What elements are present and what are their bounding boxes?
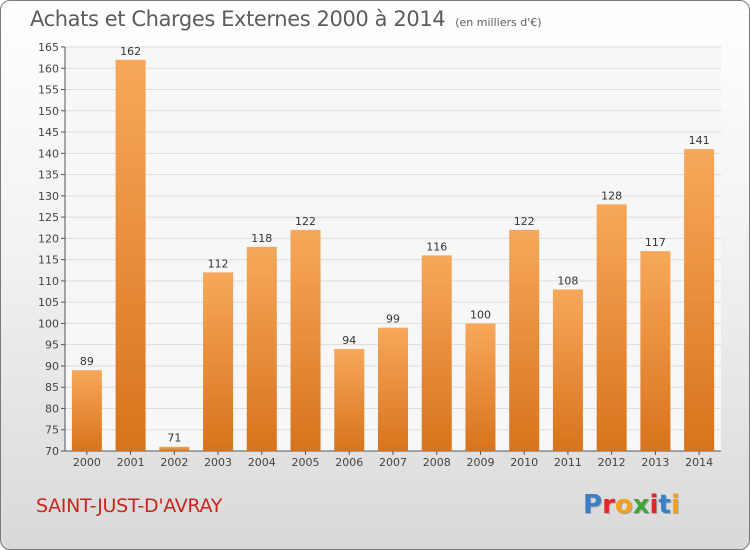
- y-tick-label: 160: [38, 62, 59, 75]
- bar: [509, 229, 540, 451]
- y-tick-label: 155: [38, 84, 59, 97]
- y-tick-label: 140: [38, 147, 59, 160]
- y-tick-label: 75: [45, 424, 59, 437]
- bar: [203, 272, 234, 451]
- x-tick-label: 2004: [248, 456, 276, 469]
- x-tick-label: 2010: [510, 456, 538, 469]
- x-tick-label: 2003: [204, 456, 232, 469]
- x-tick-label: 2002: [160, 456, 188, 469]
- y-tick-label: 80: [45, 402, 59, 415]
- y-tick-label: 90: [45, 360, 59, 373]
- bar-value-label: 94: [342, 334, 356, 347]
- bar-value-label: 122: [514, 215, 535, 228]
- y-tick-label: 165: [38, 41, 59, 54]
- bar: [71, 370, 102, 451]
- logo-letter: P: [583, 490, 603, 520]
- logo-letter: i: [649, 490, 659, 520]
- y-tick-label: 135: [38, 169, 59, 182]
- y-tick-label: 105: [38, 296, 59, 309]
- x-tick-label: 2007: [379, 456, 407, 469]
- bar-value-label: 100: [470, 308, 491, 321]
- bar-value-label: 108: [557, 274, 578, 287]
- bar: [421, 255, 452, 451]
- chart-title: Achats et Charges Externes 2000 à 2014: [30, 7, 446, 31]
- bar-value-label: 162: [120, 45, 141, 58]
- bar-value-label: 141: [689, 134, 710, 147]
- city-name: SAINT-JUST-D'AVRAY: [36, 495, 223, 517]
- bar: [115, 59, 146, 451]
- logo-letter: i: [670, 490, 680, 520]
- bar: [684, 149, 715, 451]
- y-tick-label: 110: [38, 275, 59, 288]
- x-tick-label: 2012: [598, 456, 626, 469]
- x-tick-label: 2009: [466, 456, 494, 469]
- bar-value-label: 122: [295, 215, 316, 228]
- y-tick-label: 115: [38, 254, 59, 267]
- y-tick-label: 145: [38, 126, 59, 139]
- bar-value-label: 117: [645, 236, 666, 249]
- x-tick-label: 2013: [641, 456, 669, 469]
- bar: [290, 229, 321, 451]
- y-tick-label: 70: [45, 445, 59, 458]
- x-tick-label: 2005: [292, 456, 320, 469]
- bar: [640, 251, 671, 451]
- y-tick-label: 85: [45, 381, 59, 394]
- chart-header: Achats et Charges Externes 2000 à 2014 (e…: [30, 7, 542, 31]
- y-tick-label: 130: [38, 190, 59, 203]
- bar: [596, 204, 627, 451]
- bar-value-label: 89: [80, 355, 94, 368]
- logo-letter: t: [658, 490, 671, 520]
- x-tick-label: 2014: [685, 456, 713, 469]
- y-tick-label: 120: [38, 232, 59, 245]
- x-tick-label: 2008: [423, 456, 451, 469]
- x-tick-label: 2000: [73, 456, 101, 469]
- y-tick-label: 125: [38, 211, 59, 224]
- bar: [246, 246, 277, 451]
- proxiti-logo: Proxiti: [583, 490, 680, 520]
- bar: [378, 327, 408, 451]
- y-tick-label: 150: [38, 105, 59, 118]
- bar-value-label: 112: [208, 257, 229, 270]
- y-tick-label: 95: [45, 339, 59, 352]
- bar: [334, 348, 365, 451]
- bar-value-label: 118: [251, 232, 272, 245]
- x-tick-label: 2006: [335, 456, 363, 469]
- logo-letter: x: [632, 490, 650, 520]
- bar: [465, 323, 496, 451]
- bar: [159, 446, 190, 451]
- x-tick-label: 2001: [117, 456, 145, 469]
- bar-value-label: 71: [167, 432, 181, 445]
- bar-value-label: 128: [601, 189, 622, 202]
- x-tick-label: 2011: [554, 456, 582, 469]
- bar-value-label: 99: [386, 313, 400, 326]
- y-tick-label: 100: [38, 317, 59, 330]
- bar-value-label: 116: [426, 240, 447, 253]
- logo-letter: o: [614, 490, 633, 520]
- chart-subtitle: (en milliers d'€): [455, 16, 542, 29]
- bar: [552, 289, 583, 451]
- logo-letter: r: [602, 490, 615, 520]
